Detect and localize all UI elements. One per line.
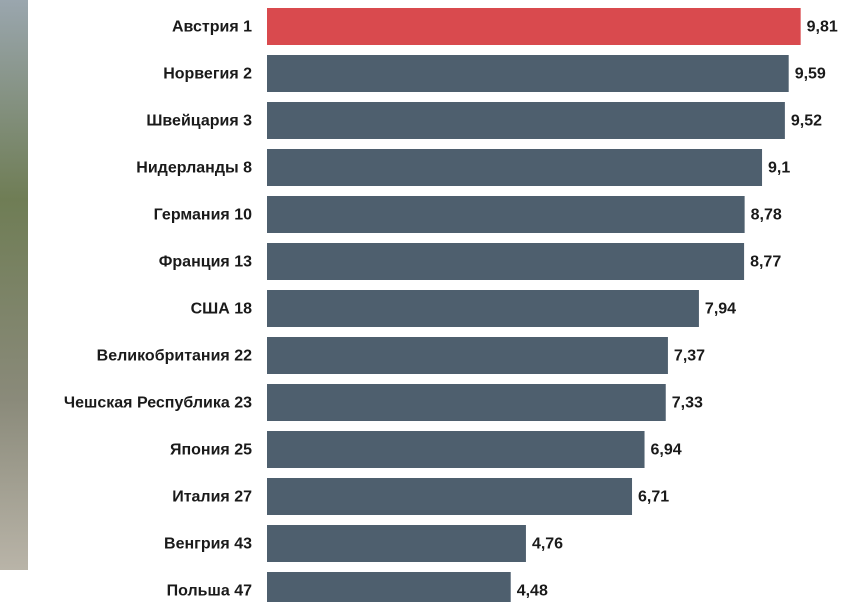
category-label: Великобритания 22 bbox=[97, 348, 252, 365]
value-label: 8,78 bbox=[751, 207, 782, 224]
bar bbox=[267, 337, 668, 374]
category-label: Чешская Республика 23 bbox=[64, 395, 252, 412]
bar bbox=[267, 431, 645, 468]
bar bbox=[267, 525, 526, 562]
category-label: Италия 27 bbox=[172, 489, 252, 506]
value-label: 9,81 bbox=[807, 19, 838, 36]
bar bbox=[267, 149, 763, 186]
value-label: 7,94 bbox=[705, 301, 736, 318]
category-label: Германия 10 bbox=[154, 207, 252, 224]
category-label: Австрия 1 bbox=[172, 19, 252, 36]
bar bbox=[267, 290, 699, 327]
bar bbox=[267, 196, 745, 233]
value-label: 4,48 bbox=[517, 583, 548, 600]
bar bbox=[267, 243, 745, 280]
category-label: Франция 13 bbox=[159, 254, 252, 271]
bar bbox=[267, 8, 801, 45]
category-label: Нидерланды 8 bbox=[136, 160, 252, 177]
bar bbox=[267, 384, 666, 421]
value-label: 9,52 bbox=[791, 113, 822, 130]
value-label: 9,59 bbox=[795, 66, 826, 83]
value-label: 7,33 bbox=[672, 395, 703, 412]
category-label: Швейцария 3 bbox=[146, 113, 252, 130]
value-label: 6,94 bbox=[651, 442, 682, 459]
bar bbox=[267, 102, 785, 139]
bar bbox=[267, 478, 633, 515]
bar bbox=[267, 572, 511, 602]
value-label: 7,37 bbox=[674, 348, 705, 365]
value-label: 9,1 bbox=[768, 160, 790, 177]
value-label: 4,76 bbox=[532, 536, 563, 553]
value-label: 6,71 bbox=[638, 489, 669, 506]
category-label: Япония 25 bbox=[170, 442, 252, 459]
bar bbox=[267, 55, 789, 92]
value-label: 8,77 bbox=[750, 254, 781, 271]
category-label: Венгрия 43 bbox=[164, 536, 252, 553]
category-label: Норвегия 2 bbox=[163, 66, 252, 83]
background-photo bbox=[0, 0, 28, 570]
category-label: США 18 bbox=[191, 301, 253, 318]
category-label: Польша 47 bbox=[167, 583, 252, 600]
